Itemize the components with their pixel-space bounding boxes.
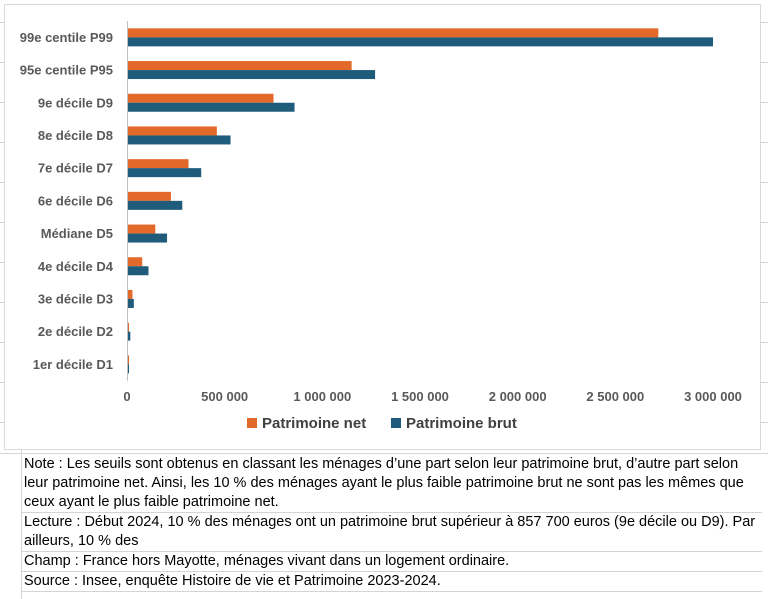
bar-patrimoine-brut [128,233,168,243]
legend-swatch-net [247,418,257,428]
category-label: 2e décile D2 [38,324,113,339]
bar-patrimoine-net [128,126,217,136]
bar-patrimoine-net [128,191,171,201]
bar-patrimoine-net [128,224,156,234]
x-tick-label: 3 000 000 [684,389,742,404]
note-text: Note : Les seuils sont obtenus en classa… [22,455,762,513]
bar-patrimoine-net [128,257,143,267]
bar-chart: 99e centile P99 95e centile P95 9e décile … [20,21,742,432]
bar-patrimoine-brut [128,298,134,308]
lecture-text: Lecture : Début 2024, 10 % des ménages o… [22,513,762,552]
bar-patrimoine-brut [128,266,149,276]
legend-label-net: Patrimoine net [262,415,366,432]
chart-area[interactable]: 99e centile P99 95e centile P95 9e décile … [4,4,761,450]
category-label: Médiane D5 [41,226,113,241]
bar-patrimoine-brut [128,331,131,341]
x-tick-label: 2 000 000 [489,389,547,404]
x-tick-label: 500 000 [201,389,248,404]
bar-patrimoine-net [128,28,659,38]
category-label: 9e décile D9 [38,95,113,110]
bar-patrimoine-net [128,289,133,299]
bar-patrimoine-brut [128,37,713,47]
bar-patrimoine-brut [128,200,183,210]
category-label: 95e centile P95 [20,63,113,78]
category-label: 1er décile D1 [33,357,113,372]
category-label: 99e centile P99 [20,30,113,45]
x-tick-label: 1 500 000 [391,389,449,404]
category-label: 4e décile D4 [38,259,114,274]
category-label: 7e décile D7 [38,161,113,176]
source-text: Source : Insee, enquête Histoire de vie … [22,572,762,592]
legend-label-brut: Patrimoine brut [406,415,517,432]
bar-patrimoine-net [128,93,274,103]
bar-patrimoine-net [128,61,352,71]
bar-patrimoine-brut [128,364,129,374]
x-tick-label: 0 [123,389,130,404]
category-label: 3e décile D3 [38,291,113,306]
category-label: 6e décile D6 [38,193,113,208]
bar-patrimoine-net [128,159,189,169]
notes-block: Note : Les seuils sont obtenus en classa… [22,455,762,592]
bar-patrimoine-brut [128,135,231,145]
bar-patrimoine-net [128,355,129,365]
category-label: 8e décile D8 [38,128,113,143]
bar-patrimoine-net [128,322,129,332]
bar-patrimoine-brut [128,168,202,178]
champ-text: Champ : France hors Mayotte, ménages viv… [22,552,762,572]
x-tick-label: 2 500 000 [586,389,644,404]
x-tick-label: 1 000 000 [293,389,351,404]
legend-swatch-brut [391,418,401,428]
bar-patrimoine-brut [128,70,376,80]
bar-patrimoine-brut [128,102,295,112]
